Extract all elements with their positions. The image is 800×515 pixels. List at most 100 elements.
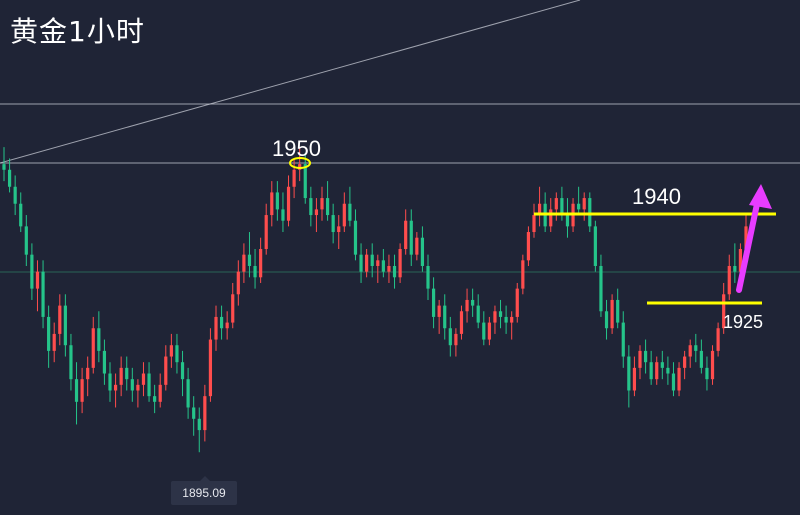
low-price-label: 1895.09 <box>182 486 226 500</box>
candle-body <box>387 265 391 272</box>
candle-body <box>231 294 235 323</box>
candle-body <box>526 232 531 261</box>
candle-body <box>153 396 157 402</box>
candle-body <box>688 345 692 357</box>
candle-body <box>192 407 196 419</box>
candle-body <box>259 249 263 278</box>
candle-body <box>86 367 90 380</box>
candle-body <box>74 379 79 402</box>
candle-body <box>175 345 179 363</box>
candle-body <box>353 220 358 255</box>
candle-body <box>309 198 313 216</box>
candle-body <box>359 254 363 272</box>
candle-body <box>147 373 151 397</box>
candle-body <box>253 265 257 278</box>
candle-body <box>616 299 620 323</box>
chart-title: 黄金1小时 <box>10 15 145 48</box>
candle-body <box>286 186 291 221</box>
candle-body <box>270 192 274 216</box>
candle-body <box>119 367 123 385</box>
candle-body <box>705 367 709 380</box>
candle-body <box>281 209 285 221</box>
candle-body <box>521 260 525 289</box>
candle-body <box>208 339 213 397</box>
candle-body <box>197 418 201 431</box>
candle-body <box>649 362 653 380</box>
candle-body <box>242 254 246 272</box>
candle-body <box>448 328 452 346</box>
candle-body <box>365 254 369 272</box>
candle-body <box>465 299 469 312</box>
candle-body <box>599 265 603 312</box>
candle-body <box>275 192 279 210</box>
up-arrow-icon <box>736 184 772 293</box>
candle-body <box>164 356 168 385</box>
candle-body <box>577 203 581 210</box>
candle-body <box>370 254 374 266</box>
candle-body <box>292 169 296 187</box>
candle-body <box>80 379 84 402</box>
candle-body <box>225 322 229 329</box>
candle-body <box>320 198 324 210</box>
candle-body <box>69 345 73 380</box>
candle-body <box>130 379 134 391</box>
candle-body <box>454 333 458 346</box>
candle-body <box>593 226 597 266</box>
candle-body <box>515 288 519 317</box>
candle-body <box>331 215 335 233</box>
candle-body <box>348 203 352 221</box>
candle-body <box>125 367 129 380</box>
candle-body <box>683 356 687 368</box>
candle-body <box>264 215 268 250</box>
candle-body <box>376 260 380 266</box>
candle-body <box>738 249 743 272</box>
candle-body <box>381 260 385 272</box>
candle-body <box>97 328 101 351</box>
candle-body <box>47 316 51 351</box>
candle-body <box>443 305 447 329</box>
candle-body <box>487 322 491 340</box>
candle-body <box>565 215 570 227</box>
candle-body <box>398 249 402 278</box>
candle-body <box>158 384 162 402</box>
candle-body <box>744 226 748 250</box>
candle-body <box>169 345 173 357</box>
candle-body <box>560 198 564 216</box>
candle-body <box>409 220 413 255</box>
candle-body <box>694 345 698 351</box>
candle-body <box>431 288 436 317</box>
candle-body <box>136 384 140 391</box>
candle-body <box>537 203 542 216</box>
candle-body <box>141 373 146 385</box>
trend-line <box>0 0 581 164</box>
candle-body <box>314 209 319 216</box>
candles-group <box>2 147 748 453</box>
candle-body <box>437 305 441 317</box>
candle-body <box>325 198 330 216</box>
peak-label: 1950 <box>272 136 321 161</box>
candle-body <box>426 265 430 289</box>
candle-body <box>722 294 726 329</box>
peak-circle <box>289 157 311 169</box>
candle-body <box>415 237 419 255</box>
candle-body <box>482 322 486 340</box>
candle-body <box>476 305 480 323</box>
candle-body <box>247 254 252 266</box>
candle-body <box>58 305 62 334</box>
low-price-marker: 1895.09 <box>171 476 237 505</box>
candle-body <box>420 237 425 266</box>
candle-body <box>610 299 614 329</box>
candle-body <box>113 384 118 391</box>
candle-body <box>203 396 207 431</box>
candle-body <box>727 265 731 295</box>
candle-body <box>30 254 34 289</box>
candle-body <box>236 271 240 295</box>
candle-body <box>24 226 28 255</box>
candle-body <box>19 203 23 227</box>
candle-body <box>186 379 190 408</box>
candle-body <box>13 186 17 204</box>
candle-body <box>510 316 514 323</box>
candle-body <box>102 350 107 374</box>
candle-body <box>471 299 475 306</box>
candle-body <box>108 373 112 391</box>
